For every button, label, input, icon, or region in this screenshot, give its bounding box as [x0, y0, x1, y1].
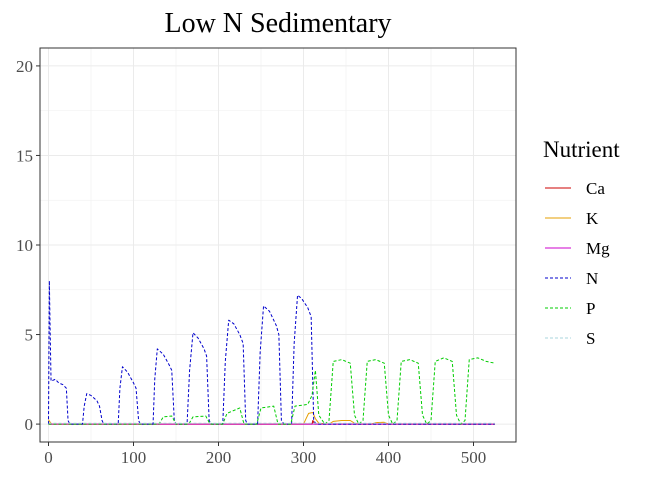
legend-label-ca: Ca	[586, 179, 605, 198]
series-line-k	[48, 411, 495, 425]
axis-ticks: 0 100 200 300 400 500 0 5 10 15 20	[16, 57, 486, 467]
legend-label-mg: Mg	[586, 239, 610, 258]
y-tick-label: 0	[25, 415, 34, 434]
y-tick-label: 20	[16, 57, 33, 76]
y-tick-label: 15	[16, 146, 33, 165]
y-tick-label: 10	[16, 236, 33, 255]
legend-label-p: P	[586, 299, 595, 318]
grid	[40, 48, 516, 442]
legend-label-k: K	[586, 209, 599, 228]
legend-label-s: S	[586, 329, 595, 348]
legend-label-n: N	[586, 269, 598, 288]
x-tick-label: 300	[291, 448, 317, 467]
x-tick-label: 200	[206, 448, 232, 467]
x-tick-label: 0	[44, 448, 53, 467]
x-tick-label: 400	[376, 448, 402, 467]
y-tick-label: 5	[25, 326, 34, 345]
legend-items: Ca K Mg NPS	[545, 179, 610, 348]
x-tick-label: 500	[461, 448, 487, 467]
series-layer	[48, 280, 495, 425]
series-line-n	[48, 280, 495, 425]
legend-title: Nutrient	[543, 137, 620, 162]
x-tick-label: 100	[121, 448, 147, 467]
series-line-p	[48, 357, 495, 425]
legend: Nutrient Ca K Mg NPS	[543, 137, 620, 348]
chart-title: Low N Sedimentary	[164, 8, 391, 39]
